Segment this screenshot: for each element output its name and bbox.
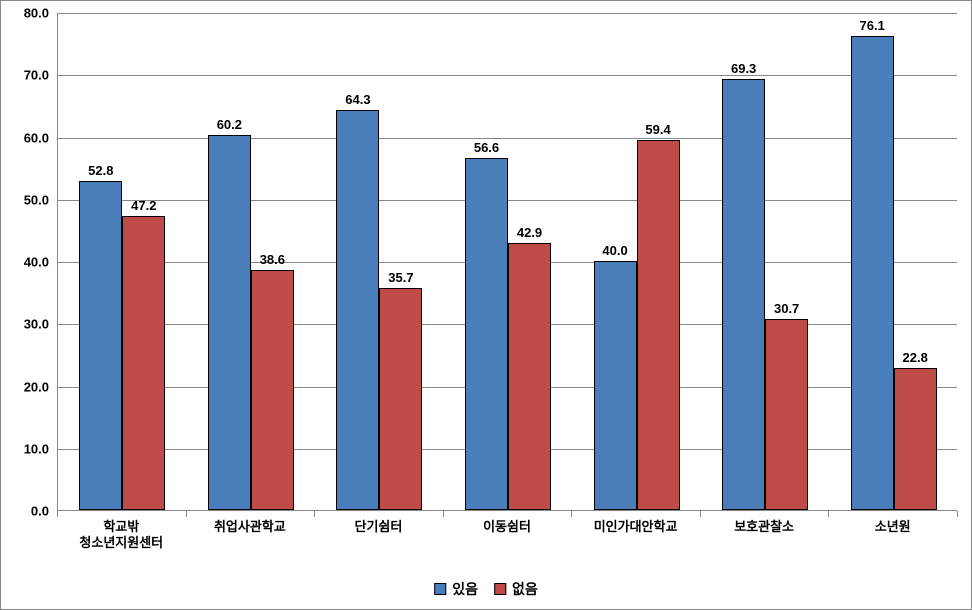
bar-value-label: 64.3: [345, 92, 370, 107]
y-tick-label: 20.0: [1, 379, 49, 394]
y-tick-label: 30.0: [1, 317, 49, 332]
x-tick-label-line: 미인가대안학교: [571, 519, 700, 535]
plot-area: 52.847.260.238.664.335.756.642.940.059.4…: [57, 13, 957, 511]
bar: 56.6: [465, 158, 508, 510]
x-tick-label-line: 단기쉼터: [314, 519, 443, 535]
bar: 42.9: [508, 243, 551, 510]
legend-item: 있음: [434, 579, 478, 599]
bar-value-label: 22.8: [903, 350, 928, 365]
bar: 35.7: [379, 288, 422, 510]
x-tick-label-line: 청소년지원센터: [57, 535, 186, 551]
y-tick-label: 0.0: [1, 504, 49, 519]
x-tick-label-line: 보호관찰소: [700, 519, 829, 535]
bar: 22.8: [894, 368, 937, 510]
bar-value-label: 38.6: [260, 252, 285, 267]
x-tick-mark: [957, 511, 958, 517]
bar: 47.2: [122, 216, 165, 510]
x-tick-mark: [443, 511, 444, 517]
bar-group: 76.122.8: [851, 12, 937, 510]
x-tick-label-line: 취업사관학교: [186, 519, 315, 535]
x-tick-mark: [57, 511, 58, 517]
x-tick-label: 보호관찰소: [700, 519, 829, 535]
x-tick-label: 미인가대안학교: [571, 519, 700, 535]
bar: 52.8: [79, 181, 122, 510]
y-tick-label: 50.0: [1, 192, 49, 207]
y-tick-label: 10.0: [1, 441, 49, 456]
bar-value-label: 35.7: [388, 270, 413, 285]
x-tick-label-line: 학교밖: [57, 519, 186, 535]
x-tick-label: 학교밖청소년지원센터: [57, 519, 186, 552]
y-tick-label: 60.0: [1, 130, 49, 145]
x-tick-label-line: 소년원: [828, 519, 957, 535]
bar-value-label: 52.8: [88, 163, 113, 178]
bar: 40.0: [594, 261, 637, 510]
legend-swatch: [494, 583, 506, 595]
x-tick-label-line: 이동쉼터: [443, 519, 572, 535]
y-tick-label: 80.0: [1, 6, 49, 21]
bar-value-label: 30.7: [774, 301, 799, 316]
bar: 76.1: [851, 36, 894, 510]
bar-value-label: 47.2: [131, 198, 156, 213]
bar-value-label: 60.2: [217, 117, 242, 132]
bar-value-label: 56.6: [474, 140, 499, 155]
bar: 38.6: [251, 270, 294, 510]
bar-group: 60.238.6: [208, 12, 294, 510]
bar-chart: 52.847.260.238.664.335.756.642.940.059.4…: [0, 0, 972, 610]
legend: 있음 없음: [434, 579, 538, 599]
bar: 59.4: [637, 140, 680, 510]
x-tick-label: 이동쉼터: [443, 519, 572, 535]
x-tick-label: 단기쉼터: [314, 519, 443, 535]
bar: 60.2: [208, 135, 251, 510]
bar-group: 52.847.2: [79, 12, 165, 510]
bar-group: 69.330.7: [722, 12, 808, 510]
x-tick-mark: [571, 511, 572, 517]
legend-label: 없음: [512, 579, 538, 599]
legend-item: 없음: [494, 579, 538, 599]
x-tick-label: 소년원: [828, 519, 957, 535]
bar-value-label: 42.9: [517, 225, 542, 240]
x-tick-label: 취업사관학교: [186, 519, 315, 535]
bar-value-label: 40.0: [602, 243, 627, 258]
x-tick-mark: [828, 511, 829, 517]
bar-group: 56.642.9: [465, 12, 551, 510]
bar: 64.3: [336, 110, 379, 510]
legend-swatch: [434, 583, 446, 595]
bar-value-label: 69.3: [731, 61, 756, 76]
bar: 69.3: [722, 79, 765, 510]
y-tick-label: 70.0: [1, 68, 49, 83]
bar: 30.7: [765, 319, 808, 510]
x-tick-mark: [186, 511, 187, 517]
y-tick-label: 40.0: [1, 255, 49, 270]
x-tick-mark: [700, 511, 701, 517]
bar-group: 40.059.4: [594, 12, 680, 510]
legend-label: 있음: [452, 579, 478, 599]
bar-value-label: 76.1: [860, 18, 885, 33]
x-tick-mark: [314, 511, 315, 517]
bar-value-label: 59.4: [645, 122, 670, 137]
bar-group: 64.335.7: [336, 12, 422, 510]
